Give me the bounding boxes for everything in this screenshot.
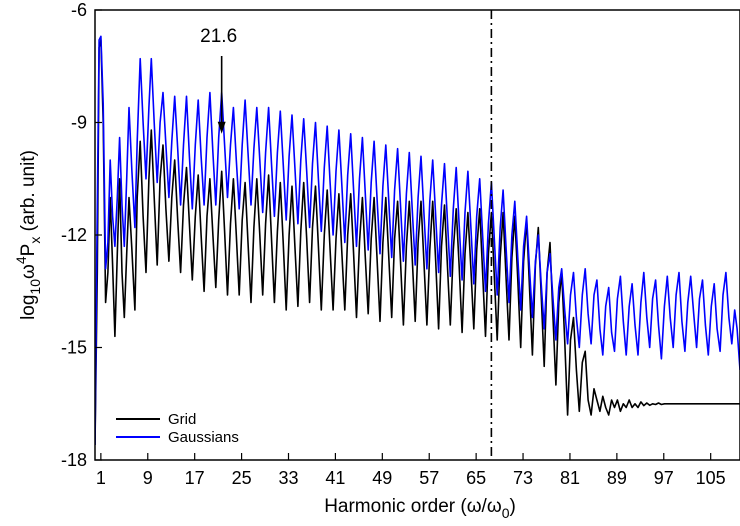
- annotation-arrow-head: [217, 121, 226, 134]
- x-tick-label: 65: [466, 468, 486, 488]
- harmonic-annotation: 21.6: [200, 26, 237, 134]
- y-axis-title-unit: (arb. unit): [18, 150, 39, 237]
- x-tick-label: 97: [654, 468, 674, 488]
- y-axis-title-log: log: [18, 295, 39, 320]
- x-tick-label: 41: [325, 468, 345, 488]
- x-tick-label: 73: [513, 468, 533, 488]
- y-axis-title-p: P: [18, 244, 39, 257]
- x-axis-title: Harmonic order (ω/ω0): [324, 496, 516, 521]
- series-layer: [95, 35, 740, 446]
- x-tick-label: 57: [419, 468, 439, 488]
- y-axis-ticks: -6 -9 -12 -15 -18: [61, 0, 102, 470]
- x-tick-label: 81: [560, 468, 580, 488]
- plot-frame: [94, 9, 740, 461]
- x-tick-label: 89: [607, 468, 627, 488]
- legend-background: [108, 404, 294, 452]
- x-tick-label: 33: [278, 468, 298, 488]
- x-axis-ticks: 1 9 17 25 33 41 49 57 65 73 81 89 97 105: [96, 453, 726, 488]
- y-axis-title: log10ω4Px (arb. unit): [13, 150, 43, 320]
- y-axis-title-sub10: 10: [27, 279, 43, 295]
- legend-label-gaussians: Gaussians: [168, 429, 239, 446]
- x-axis-title-tail: ): [509, 496, 515, 517]
- y-tick-label: -6: [71, 0, 87, 20]
- x-tick-label: 17: [185, 468, 205, 488]
- y-tick-label: -12: [61, 225, 87, 245]
- x-tick-label: 105: [696, 468, 726, 488]
- legend-label-grid: Grid: [168, 411, 196, 428]
- series-line-gaussians: [95, 35, 740, 446]
- x-tick-label: 1: [96, 468, 106, 488]
- x-tick-label: 49: [372, 468, 392, 488]
- y-tick-label: -9: [71, 113, 87, 133]
- legend: Grid Gaussians: [108, 404, 294, 452]
- x-tick-label: 25: [232, 468, 252, 488]
- y-axis-title-omega: ω: [18, 264, 39, 279]
- y-tick-label: -15: [61, 338, 87, 358]
- x-tick-label: 9: [143, 468, 153, 488]
- x-axis-title-subscript: 0: [502, 505, 510, 521]
- y-axis-title-subx: x: [27, 237, 43, 244]
- annotation-label: 21.6: [200, 26, 237, 47]
- x-axis-title-main: Harmonic order (ω/ω: [324, 496, 502, 517]
- series-line-grid: [95, 39, 740, 446]
- y-tick-label: -18: [61, 450, 87, 470]
- y-axis-title-sup4: 4: [13, 256, 29, 264]
